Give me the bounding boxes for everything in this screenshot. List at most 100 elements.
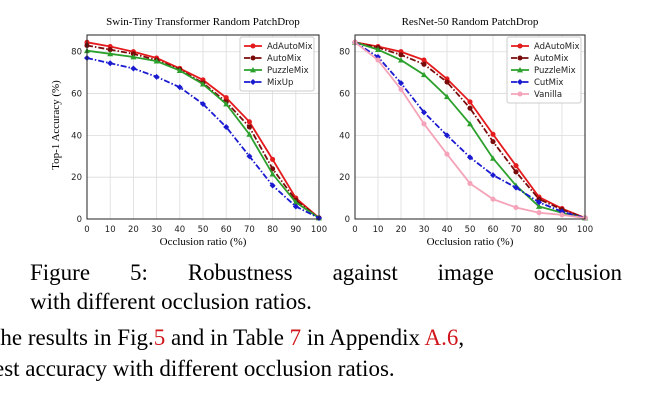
x-tick-label: 90 (290, 225, 301, 235)
x-tick-label: 100 (577, 225, 593, 235)
y-axis-label: Top-1 Accuracy (%) (50, 80, 62, 170)
x-axis-label: Occlusion ratio (%) (427, 236, 514, 248)
data-point-puzzlemix (490, 155, 496, 161)
axis-ticks: 0 10 20 30 40 50 60 70 80 90 100 0 20 40 60 80 (339, 48, 593, 235)
legend-box (239, 36, 315, 92)
x-tick-label: 30 (419, 225, 430, 235)
x-tick-label: 20 (396, 225, 407, 235)
data-point-cutmix (513, 184, 519, 191)
x-tick-label: 0 (352, 225, 357, 235)
data-point-puzzlemix (107, 50, 114, 57)
x-tick-label: 60 (488, 225, 499, 235)
data-point-puzzlemix (269, 171, 276, 177)
legend-label: AdAutoMix (534, 42, 580, 52)
legend: AdAutoMix AutoMix PuzzleMix CutMix Vanilla (506, 36, 582, 104)
body-text-segment: , (458, 325, 465, 350)
caption-word: against (332, 260, 398, 285)
y-tick-label: 60 (339, 90, 350, 100)
data-point-mixup (269, 182, 276, 189)
legend-label: MixUp (267, 78, 293, 88)
data-point-vanilla (513, 204, 519, 211)
chart-resnet-50: ResNet-50 Random PatchDrop Occlusion rat… (339, 16, 593, 248)
data-point-puzzlemix (130, 53, 137, 60)
series-line-mixup (86, 57, 320, 219)
data-point-puzzlemix (421, 71, 427, 78)
series-layer (84, 39, 322, 221)
data-point-mixup (200, 101, 206, 107)
y-tick-label: 40 (339, 131, 350, 141)
body-text-segment: in Appendix (301, 325, 425, 350)
y-tick-label: 20 (71, 173, 82, 183)
data-point-cutmix (398, 80, 404, 87)
data-point-cutmix (444, 132, 450, 139)
x-tick-label: 20 (128, 225, 139, 235)
x-tick-label: 30 (151, 225, 162, 235)
data-point-automix (398, 52, 404, 58)
data-point-adautomix (223, 95, 229, 101)
legend-marker (250, 79, 256, 85)
x-tick-label: 0 (84, 225, 89, 235)
data-point-puzzlemix (176, 67, 183, 73)
legend-marker (517, 79, 523, 85)
data-point-vanilla (444, 151, 450, 157)
figure-link[interactable]: 5 (153, 325, 166, 350)
data-point-adautomix (246, 119, 252, 125)
body-line-2: est accuracy with different occlusion ra… (0, 356, 395, 381)
data-point-puzzlemix (444, 93, 450, 100)
x-tick-label: 10 (105, 225, 116, 235)
x-tick-label: 80 (267, 225, 278, 235)
data-point-automix (107, 47, 113, 53)
data-point-automix (490, 139, 496, 145)
appendix-link[interactable]: A.6 (424, 325, 459, 350)
legend-marker (517, 67, 523, 73)
legend-marker (517, 55, 523, 61)
x-tick-label: 50 (198, 225, 209, 235)
y-tick-label: 20 (339, 173, 350, 183)
axis-ticks: 0 10 20 30 40 50 60 70 80 90 100 0 20 40 60 80 (71, 48, 327, 235)
caption-line-2: with different occlusion ratios. (30, 289, 312, 314)
data-point-puzzlemix (375, 46, 381, 53)
series-line-automix (354, 41, 586, 219)
data-point-automix (467, 105, 473, 111)
data-point-automix (130, 51, 136, 57)
body-paragraph: the results in Fig.5 and in Table 7 in A… (0, 322, 645, 384)
data-point-mixup (246, 153, 253, 160)
legend-label: AutoMix (267, 54, 301, 64)
data-point-vanilla (490, 196, 496, 202)
data-point-puzzlemix (536, 203, 542, 209)
x-tick-label: 70 (244, 225, 255, 235)
caption-word: 5: (130, 260, 148, 285)
caption-word: occlusion (533, 260, 622, 285)
legend-label: Vanilla (534, 90, 562, 100)
x-tick-label: 40 (174, 225, 185, 235)
data-point-mixup (107, 60, 114, 67)
caption-line-1: Figure 5: Robustness against image occlu… (30, 258, 622, 287)
legend: AdAutoMix AutoMix PuzzleMix MixUp (239, 36, 315, 92)
data-point-automix (246, 124, 252, 130)
chart-swin-tiny: Swin-Tiny Transformer Random PatchDrop O… (50, 16, 327, 248)
body-text-segment: the results in Fig. (0, 325, 154, 350)
chart-title: ResNet-50 Random PatchDrop (402, 16, 539, 28)
data-point-cutmix (536, 199, 542, 206)
legend-marker (517, 91, 523, 97)
data-point-automix (513, 169, 519, 175)
caption-word: Robustness (187, 260, 293, 285)
table-link[interactable]: 7 (289, 325, 302, 350)
x-tick-label: 70 (511, 225, 522, 235)
x-tick-label: 40 (442, 225, 453, 235)
data-point-mixup (176, 84, 183, 91)
data-point-vanilla (398, 86, 404, 92)
legend-marker (250, 67, 256, 73)
data-point-adautomix (270, 156, 276, 162)
data-point-automix (444, 79, 450, 85)
legend-label: AdAutoMix (267, 42, 313, 52)
y-tick-label: 0 (77, 215, 82, 225)
data-point-cutmix (421, 109, 427, 116)
data-point-puzzlemix (246, 131, 253, 137)
data-point-cutmix (467, 154, 473, 161)
legend-marker (250, 43, 256, 49)
x-tick-label: 100 (311, 225, 327, 235)
data-point-automix (421, 61, 427, 67)
x-tick-label: 10 (373, 225, 384, 235)
chart-title: Swin-Tiny Transformer Random PatchDrop (106, 16, 300, 28)
